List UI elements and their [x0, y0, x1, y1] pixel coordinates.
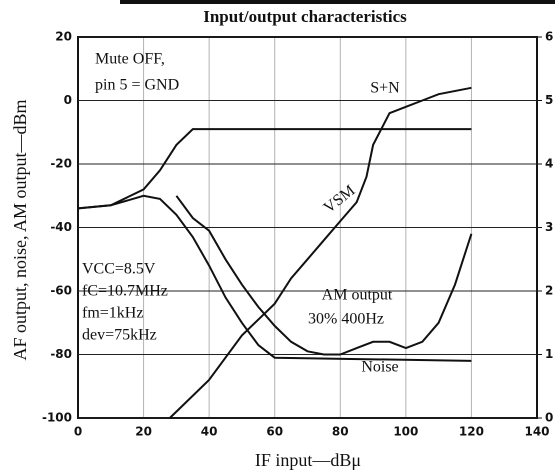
y2-tick-label: 6: [545, 30, 553, 44]
y-tick-label: 20: [55, 30, 72, 44]
y2-tick-label: 5: [545, 93, 553, 107]
y2-tick-label: 4: [545, 157, 553, 171]
x-tick-label: 120: [459, 425, 484, 439]
annotation: VCC=8.5V: [82, 261, 156, 278]
line-series: [175, 195, 473, 356]
series-label: S+N: [370, 80, 400, 97]
x-tick-label: 140: [524, 425, 549, 439]
x-axis-label: IF input—dBμ: [255, 450, 361, 470]
y-tick-label: -60: [50, 284, 72, 298]
x-tick-label: 40: [201, 425, 218, 439]
y-tick-label: -20: [50, 157, 72, 171]
annotation: Mute OFF,: [95, 51, 165, 68]
annotation: dev=75kHz: [82, 327, 157, 344]
x-tick-label: 80: [332, 425, 349, 439]
y-axis-label: AF output, noise, AM output—dBm: [10, 99, 30, 360]
y2-tick-label: 0: [545, 411, 553, 425]
annotation: fC=10.7MHz: [82, 283, 168, 300]
line-series: [169, 86, 472, 419]
y-tick-label: -100: [42, 411, 72, 425]
line-series: [77, 128, 472, 210]
x-tick-label: 100: [393, 425, 418, 439]
y2-tick-label: 1: [545, 347, 553, 361]
y-tick-label: -80: [50, 347, 72, 361]
chart-title: Input/output characteristics: [203, 7, 407, 26]
series-label: AM output: [322, 287, 393, 304]
x-tick-label: 60: [266, 425, 283, 439]
y2-tick-label: 3: [545, 220, 553, 234]
line-series: [77, 194, 472, 362]
series-label: Noise: [361, 359, 398, 376]
annotation: 30% 400Hz: [308, 311, 384, 328]
x-tick-label: 20: [135, 425, 152, 439]
annotation: fm=1kHz: [82, 305, 143, 322]
y-tick-label: -40: [50, 220, 72, 234]
y-tick-label: 0: [64, 93, 72, 107]
x-tick-label: 0: [74, 425, 82, 439]
annotation: pin 5 = GND: [95, 77, 179, 94]
y2-tick-label: 2: [545, 284, 553, 298]
